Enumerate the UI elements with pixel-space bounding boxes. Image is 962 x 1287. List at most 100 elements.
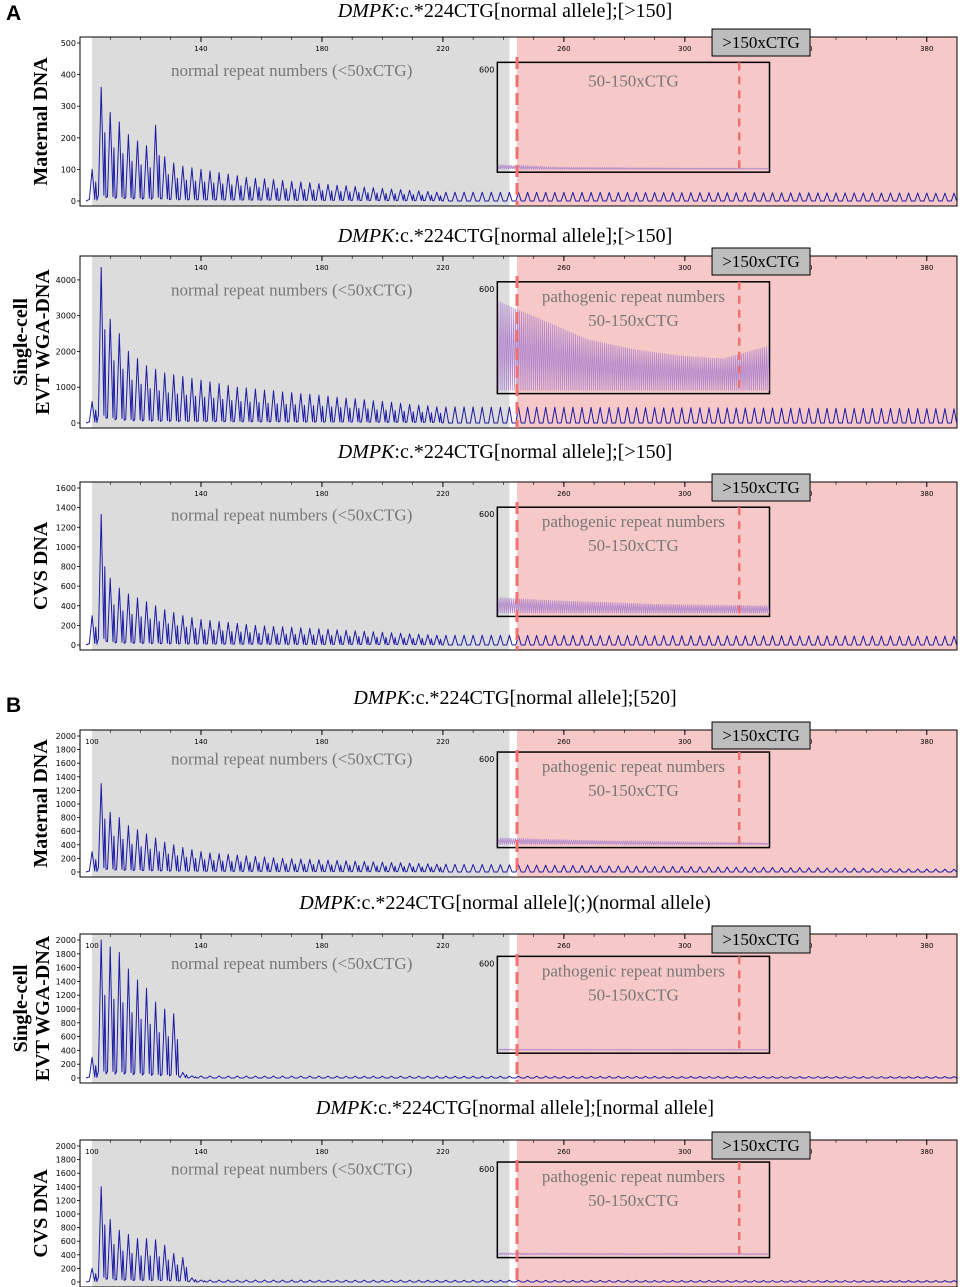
y-tick-label: 800 <box>61 563 76 572</box>
x-tick-label: 380 <box>920 264 933 272</box>
sample-label-line-1: Single-cell <box>10 964 32 1052</box>
sample-label: CVS DNA <box>30 521 52 610</box>
chart-title-variant: :c.*224CTG[normal allele];[>150] <box>394 441 672 463</box>
y-tick-label: 3000 <box>56 312 76 321</box>
y-tick-label: 1800 <box>56 746 76 755</box>
x-tick-label: 220 <box>436 45 449 53</box>
sample-label-group: CVS DNA <box>30 521 52 610</box>
y-tick-label: 800 <box>61 1224 76 1233</box>
inset-ymax-label: 600 <box>479 959 494 968</box>
x-tick-label: 180 <box>315 1148 328 1156</box>
plot-frame <box>79 255 958 429</box>
chart-panel-5: DMPK:c.*224CTG[normal allele](;)(normal … <box>10 892 958 1084</box>
y-tick-label: 1000 <box>56 1210 76 1219</box>
y-tick-label: 200 <box>61 1060 76 1069</box>
section-label-a: A <box>6 2 21 25</box>
y-tick-label: 1800 <box>56 1156 76 1165</box>
normal-zone <box>92 730 510 877</box>
sample-label-line-2: EVT WGA-DNA <box>32 269 54 415</box>
y-tick-label: 400 <box>61 602 76 611</box>
y-tick-label: 800 <box>61 814 76 823</box>
y-tick-label: 1800 <box>56 950 76 959</box>
pathogenic-region-title: pathogenic repeat numbers <box>542 512 725 531</box>
sample-label-group: Maternal DNA <box>30 739 52 868</box>
sample-label: CVS DNA <box>30 1169 52 1258</box>
chart-title-variant: :c.*224CTG[normal allele];[>150] <box>394 225 672 247</box>
chart-panel-4: DMPK:c.*224CTG[normal allele];[520] Mater… <box>30 687 958 878</box>
pathogenic-region-title: pathogenic repeat numbers <box>542 961 725 980</box>
sample-label-group: Single-cellEVT WGA-DNA <box>10 935 54 1081</box>
x-axis-start-label: 100 <box>85 1148 98 1156</box>
expanded-zone <box>516 256 957 428</box>
y-tick-label: 2000 <box>56 1142 76 1151</box>
y-tick-label: 2000 <box>56 936 76 945</box>
x-tick-label: 300 <box>678 490 691 498</box>
expanded-zone <box>516 1140 957 1287</box>
sample-label: Maternal DNA <box>30 739 52 868</box>
chart-title-variant: :c.*224CTG[normal allele];[normal allele… <box>373 1097 715 1119</box>
sample-label: Single-cellEVT WGA-DNA <box>10 935 54 1081</box>
y-tick-label: 1000 <box>56 543 76 552</box>
x-tick-label: 380 <box>920 45 933 53</box>
y-tick-label: 200 <box>61 134 76 143</box>
plot-frame <box>79 36 958 207</box>
inset-box <box>496 1161 771 1259</box>
x-tick-label: 300 <box>678 942 691 950</box>
sample-label-line-2: EVT WGA-DNA <box>32 935 54 1081</box>
trace-line <box>85 783 958 873</box>
chart-title: DMPK:c.*224CTG[normal allele];[520] <box>352 687 676 709</box>
normal-region-label: normal repeat numbers (<50xCTG) <box>171 506 412 525</box>
expanded-badge-label: >150xCTG <box>722 478 800 497</box>
x-tick-label: 220 <box>436 490 449 498</box>
y-tick-label: 400 <box>61 71 76 80</box>
y-tick-label: 0 <box>71 641 76 650</box>
chart-title-gene: DMPK <box>337 225 396 247</box>
x-tick-label: 180 <box>315 490 328 498</box>
sample-label-group: CVS DNA <box>30 1169 52 1258</box>
y-tick-label: 0 <box>71 419 76 428</box>
x-tick-label: 300 <box>678 45 691 53</box>
x-tick-label: 140 <box>194 942 207 950</box>
inset-trace <box>497 301 770 391</box>
chart-title-gene: DMPK <box>298 892 357 914</box>
x-tick-label: 300 <box>678 264 691 272</box>
y-tick-label: 1600 <box>56 964 76 973</box>
x-tick-label: 260 <box>557 738 570 746</box>
y-tick-label: 1400 <box>56 773 76 782</box>
trace-line <box>85 939 957 1079</box>
inset-box <box>496 955 771 1054</box>
chart-title: DMPK:c.*224CTG[normal allele];[>150] <box>337 0 673 22</box>
x-tick-label: 140 <box>194 45 207 53</box>
y-tick-label: 400 <box>61 1046 76 1055</box>
y-tick-label: 800 <box>61 1019 76 1028</box>
chart-title-variant: :c.*224CTG[normal allele](;)(normal alle… <box>356 892 711 914</box>
chart-title: DMPK:c.*224CTG[normal allele];[>150] <box>337 225 673 247</box>
chart-title: DMPK:c.*224CTG[normal allele];[>150] <box>337 441 673 463</box>
x-tick-label: 260 <box>557 942 570 950</box>
panels-layer: DMPK:c.*224CTG[normal allele];[>150]Mate… <box>10 0 958 1287</box>
plot-frame <box>79 481 958 651</box>
pathogenic-region-range: 50-150xCTG <box>588 536 679 555</box>
inset-ymax-label: 600 <box>479 65 494 74</box>
chart-panel-6: DMPK:c.*224CTG[normal allele];[normal al… <box>30 1097 958 1287</box>
pathogenic-region-range: 50-150xCTG <box>588 71 679 90</box>
expanded-badge <box>711 925 811 954</box>
plot-frame <box>79 1139 958 1287</box>
chart-panel-3: DMPK:c.*224CTG[normal allele];[>150] CVS … <box>30 441 958 651</box>
x-tick-label: 220 <box>436 1148 449 1156</box>
inset-ymax-label: 600 <box>479 285 494 294</box>
inset-trace <box>497 1048 770 1051</box>
y-tick-label: 100 <box>61 165 76 174</box>
chart-title: DMPK:c.*224CTG[normal allele];[normal al… <box>315 1097 714 1119</box>
inset-box <box>496 506 771 618</box>
pathogenic-region-range: 50-150xCTG <box>588 985 679 1004</box>
expanded-badge <box>711 721 811 750</box>
x-tick-label: 180 <box>315 264 328 272</box>
x-tick-label: 260 <box>557 490 570 498</box>
plot-frame <box>79 729 958 878</box>
x-tick-label: 380 <box>920 738 933 746</box>
y-tick-label: 500 <box>61 39 76 48</box>
chart-title-gene: DMPK <box>337 0 396 22</box>
expanded-badge-label: >150xCTG <box>722 930 800 949</box>
